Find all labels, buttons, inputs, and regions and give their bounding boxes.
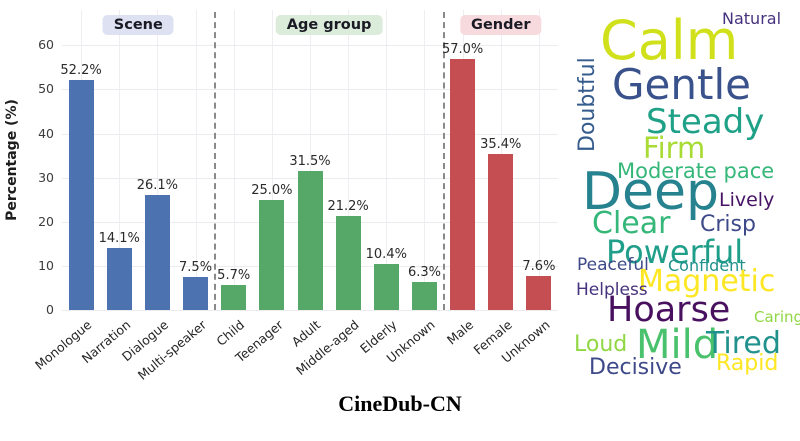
wordcloud-word-hoarse: Hoarse [607, 290, 731, 330]
gridline-vertical [538, 10, 540, 310]
gridline-vertical [233, 10, 235, 310]
gridline-vertical [195, 10, 197, 310]
y-tick-label: 10 [38, 257, 54, 273]
bar-child [221, 284, 247, 310]
group-label-scene: Scene [102, 15, 174, 35]
bar-value-label: 6.3% [407, 265, 441, 281]
wordcloud-word-gentle: Gentle [612, 60, 751, 109]
gridline-horizontal [62, 310, 558, 311]
wordcloud-word-caring: Caring [754, 308, 800, 326]
bar-value-label: 25.0% [251, 182, 293, 198]
plot-area: 52.2% 14.1% 26.1% 7.5% Scene 5.7% 25.0% 31.5% 21… [60, 10, 558, 311]
group-separator [213, 12, 216, 310]
bar-value-label: 26.1% [136, 177, 179, 193]
gridline-vertical [119, 10, 121, 310]
wordcloud-word-firm: Firm [643, 131, 706, 165]
wordcloud-word-deep: Deep [582, 162, 720, 222]
wordcloud-word-clear: Clear [592, 206, 671, 241]
wordcloud-word-rapid: Rapid [716, 351, 779, 376]
wordcloud-word-calm: Calm [600, 9, 739, 72]
bar-value-label: 21.2% [327, 199, 369, 215]
bar-unknown [411, 282, 437, 310]
wordcloud-word-powerful: Powerful [606, 233, 744, 271]
bar-value-label: 7.6% [522, 259, 556, 275]
bar-monologue [68, 79, 94, 310]
y-tick-label: 30 [38, 169, 54, 185]
y-tick-label: 40 [38, 125, 54, 141]
bar-middle-aged [335, 216, 361, 310]
bar-female [488, 153, 514, 310]
wordcloud-word-crisp: Crisp [700, 212, 756, 237]
wordcloud-word-doubtful: Doubtful [575, 57, 600, 152]
bar-value-label: 52.2% [60, 62, 102, 78]
gridline-vertical [348, 10, 350, 310]
group-separator [442, 12, 445, 310]
y-tick-label: 0 [46, 302, 54, 317]
x-tick-label: Monologue [32, 317, 95, 373]
bar-dialogue [144, 194, 170, 310]
y-tick-label: 20 [38, 213, 54, 229]
bar-teenager [259, 199, 285, 310]
wordcloud-word-decisive: Decisive [589, 355, 682, 380]
bar-narration [106, 247, 132, 310]
wordcloud-word-steady: Steady [646, 102, 765, 142]
wordcloud-word-magnetic: Magnetic [638, 264, 776, 299]
y-axis-label: Percentage (%) [4, 99, 20, 221]
bar-value-label: 14.1% [98, 230, 140, 246]
bar-multi-speaker [183, 276, 209, 310]
wordcloud-word-loud: Loud [574, 332, 628, 357]
bar-value-label: 5.7% [217, 267, 251, 283]
bar-value-label: 31.5% [289, 154, 331, 170]
wordcloud-word-tired: Tired [706, 326, 781, 361]
group-label-age-group: Age group [275, 15, 383, 35]
bar-value-label: 35.4% [480, 136, 522, 152]
y-tick-label: 50 [38, 81, 54, 97]
bar-value-label: 57.0% [441, 41, 484, 57]
bar-adult [297, 171, 323, 310]
bar-value-label: 7.5% [179, 259, 213, 275]
bar-elderly [373, 264, 399, 310]
wordcloud-word-moderate-pace: Moderate pace [617, 159, 775, 183]
figure-caption: CineDub-CN [338, 391, 462, 416]
x-tick-label: Male [443, 317, 477, 348]
wordcloud-word-confident: Confident [668, 256, 746, 275]
wordcloud-word-peaceful: Peaceful [577, 255, 649, 275]
gridline-vertical [386, 10, 388, 310]
bar-value-label: 10.4% [365, 247, 407, 263]
y-tick-label: 60 [38, 37, 54, 53]
bar-unknown [526, 276, 552, 310]
group-label-gender: Gender [460, 15, 542, 35]
wordcloud-word-mild: Mild [636, 322, 719, 368]
gridline-vertical [157, 10, 159, 310]
gridline-vertical [310, 10, 311, 310]
gridline-vertical [424, 10, 426, 310]
gridline-vertical [271, 10, 273, 310]
wordcloud-word-lively: Lively [719, 189, 775, 211]
bar-male [450, 58, 476, 310]
wordcloud-word-natural: Natural [722, 9, 782, 28]
x-tick-label: Multi-speaker [134, 317, 210, 383]
wordcloud-word-helpless: Helpless [576, 280, 648, 300]
